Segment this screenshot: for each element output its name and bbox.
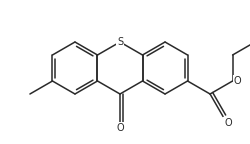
Text: O: O	[224, 118, 232, 128]
Text: S: S	[117, 37, 123, 47]
Text: O: O	[234, 76, 241, 86]
Text: O: O	[116, 123, 124, 133]
